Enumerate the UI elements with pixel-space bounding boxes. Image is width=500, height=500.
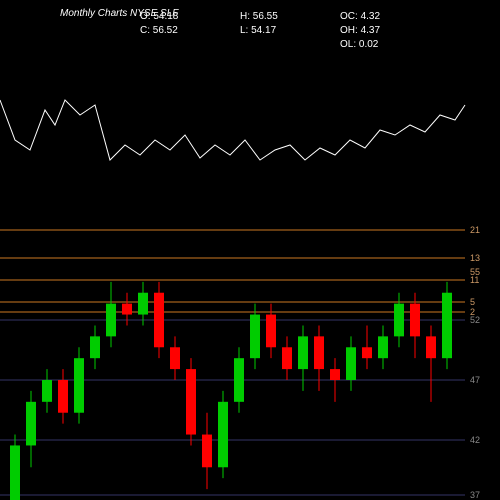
svg-text:5: 5 [470,297,475,307]
svg-text:2: 2 [470,307,475,317]
svg-text:21: 21 [470,225,480,235]
svg-text:47: 47 [470,375,480,385]
chart-container: Monthly Charts NYSE SLF O: 54.18 H: 56.5… [0,0,500,500]
svg-text:13: 13 [470,253,480,263]
ol-value: OL: 0.02 [340,38,400,52]
svg-text:37: 37 [470,490,480,500]
svg-text:55: 55 [470,267,480,277]
open-value: O: 54.18 [140,10,200,24]
oh-value: OH: 4.37 [340,24,400,38]
close-value: C: 56.52 [140,24,200,38]
oc-value: OC: 4.32 [340,10,400,24]
high-value: H: 56.55 [240,10,300,24]
ohlc-panel: O: 54.18 H: 56.55 OC: 4.32 C: 56.52 L: 5… [140,10,400,52]
chart-svg: 524742372113115552 [0,0,500,500]
low-value: L: 54.17 [240,24,300,38]
svg-text:42: 42 [470,435,480,445]
